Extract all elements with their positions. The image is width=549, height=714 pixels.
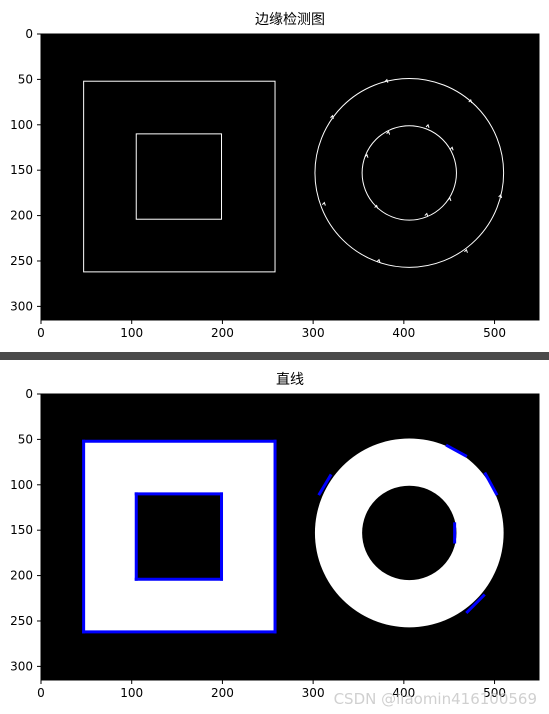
edge-detection-panel: 边缘检测图 0 100 200 300 400 500 0 50 100 150 200 250 300 <box>0 0 549 352</box>
edge-artifact <box>374 204 379 209</box>
edge-artifact <box>330 114 334 119</box>
detected-line-8 <box>317 473 333 496</box>
edge-artifact <box>447 197 452 202</box>
y-tick-label: 50 <box>18 432 33 446</box>
y-tick-label: 250 <box>10 254 33 268</box>
edge-artifact <box>364 153 369 158</box>
ring-outer-edge <box>314 77 505 268</box>
chart-title: 直线 <box>276 371 304 388</box>
edge-artifact <box>384 78 389 83</box>
edge-artifact <box>425 123 430 129</box>
plot-frame <box>40 33 540 321</box>
edge-artifact <box>498 193 503 199</box>
x-tick-label: 200 <box>211 326 234 340</box>
edge-artifact <box>376 258 381 263</box>
lines-chart: 直线 0 100 200 300 400 500 0 50 100 150 200 250 300 <box>10 371 540 700</box>
detected-line-12 <box>465 593 486 615</box>
ring-inner-hole <box>362 485 457 581</box>
inner-square-edge <box>135 133 223 220</box>
lines-panel: 直线 0 100 200 300 400 500 0 50 100 150 200 250 300 <box>0 360 549 714</box>
y-tick-label: 100 <box>10 478 33 492</box>
edge-artifact <box>464 248 468 253</box>
ring-inner-edge <box>361 125 457 221</box>
y-tick-label: 150 <box>10 163 33 177</box>
edge-artifact <box>468 99 473 104</box>
chart-title: 边缘检测图 <box>255 12 325 28</box>
detected-line-10 <box>483 471 499 496</box>
y-tick-label: 50 <box>18 72 33 86</box>
panel-divider <box>0 352 549 360</box>
watermark: CSDN @liaomin416100569 <box>333 690 537 708</box>
edge-artifact <box>321 201 326 206</box>
x-tick-label: 0 <box>37 326 45 340</box>
outer-square-edge <box>83 80 276 273</box>
edge-artifact <box>386 130 391 135</box>
x-tick-label: 0 <box>37 686 45 700</box>
edge-artifact <box>424 212 429 217</box>
x-tick-label: 200 <box>211 686 234 700</box>
y-tick-label: 250 <box>10 614 33 628</box>
y-tick-label: 0 <box>25 387 33 401</box>
edge-detection-chart: 边缘检测图 0 100 200 300 400 500 0 50 100 150 200 250 300 <box>10 12 540 340</box>
edge-artifact <box>449 146 454 151</box>
x-tick-label: 500 <box>483 326 506 340</box>
y-tick-label: 0 <box>25 27 33 41</box>
x-tick-label: 300 <box>302 326 325 340</box>
x-tick-label: 100 <box>120 686 143 700</box>
x-tick-label: 400 <box>392 326 415 340</box>
x-tick-label: 300 <box>302 686 325 700</box>
detected-line-9 <box>445 443 468 458</box>
x-tick-label: 400 <box>392 686 415 700</box>
y-tick-label: 200 <box>10 569 33 583</box>
y-tick-label: 300 <box>10 299 33 313</box>
y-tick-label: 200 <box>10 209 33 223</box>
x-tick-label: 500 <box>483 686 506 700</box>
inner-square <box>136 493 222 580</box>
y-tick-label: 300 <box>10 659 33 673</box>
image-content <box>82 438 504 634</box>
image-background <box>41 34 539 320</box>
y-tick-label: 100 <box>10 118 33 132</box>
plot-frame <box>40 393 540 681</box>
y-tick-label: 150 <box>10 523 33 537</box>
x-tick-label: 100 <box>120 326 143 340</box>
image-content <box>83 77 505 273</box>
